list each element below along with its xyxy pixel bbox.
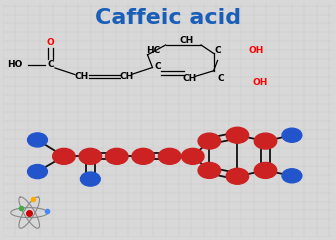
Circle shape [198, 133, 220, 149]
Text: C: C [217, 74, 224, 84]
Circle shape [158, 148, 181, 164]
Text: HC: HC [146, 46, 160, 55]
Circle shape [226, 168, 249, 184]
Text: CH: CH [182, 74, 197, 84]
Text: C: C [155, 62, 161, 71]
Circle shape [282, 169, 302, 183]
Circle shape [28, 165, 47, 179]
Circle shape [79, 148, 101, 164]
Circle shape [181, 148, 204, 164]
Text: C: C [214, 46, 221, 55]
Text: C: C [47, 60, 54, 69]
Circle shape [282, 128, 302, 142]
Circle shape [53, 148, 75, 164]
Circle shape [198, 162, 220, 178]
Text: HO: HO [7, 60, 23, 69]
Text: CH: CH [179, 36, 193, 45]
Circle shape [226, 127, 249, 143]
Circle shape [106, 148, 128, 164]
Circle shape [28, 133, 47, 147]
Text: CH: CH [75, 72, 89, 81]
Circle shape [254, 162, 277, 178]
Circle shape [132, 148, 155, 164]
Text: CH: CH [120, 72, 134, 81]
Text: OH: OH [252, 78, 268, 87]
Text: OH: OH [249, 46, 264, 55]
Text: O: O [47, 38, 54, 47]
Circle shape [254, 133, 277, 149]
Circle shape [80, 172, 100, 186]
Text: Caffeic acid: Caffeic acid [95, 8, 241, 28]
